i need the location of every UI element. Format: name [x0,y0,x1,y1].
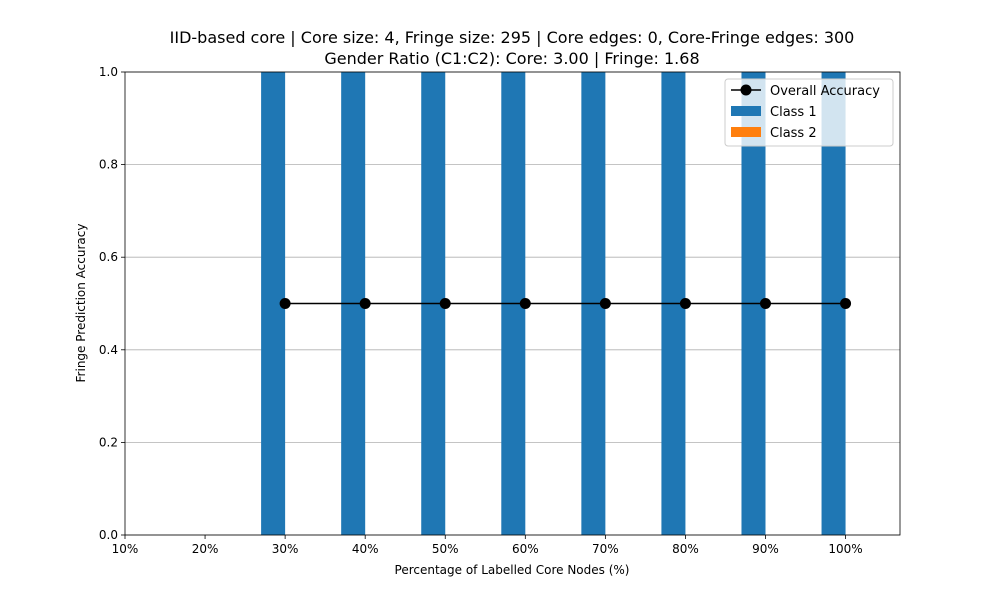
overall-accuracy-point [439,298,451,309]
y-tick-label: 0.8 [99,158,118,172]
y-tick-label: 0.4 [99,343,118,357]
y-tick-label: 0.0 [99,528,118,542]
overall-accuracy-point [599,298,611,309]
x-tick-label: 80% [672,542,699,556]
plot-frame [124,71,901,536]
legend-swatch-class-2 [731,127,761,137]
x-tick-label: 20% [192,542,219,556]
overall-accuracy-point [679,298,691,309]
legend-label-class-2: Class 2 [770,126,817,141]
x-tick-label: 50% [432,542,459,556]
x-tick-label: 90% [752,542,779,556]
y-tick-label: 1.0 [99,65,118,79]
axes-layer: 0.0 0.2 0.4 0.6 0.8 1.0 10% 20% 30% 40% 50% 60% 70% 8… [99,65,901,556]
x-tick-label: 10% [112,542,139,556]
legend-swatch-class-1 [731,106,761,116]
x-tick-label: 70% [592,542,619,556]
y-tick-label: 0.6 [99,250,118,264]
y-tick-label: 0.2 [99,435,118,449]
line-layer [279,298,852,309]
x-tick-label: 30% [272,542,299,556]
x-tick-label: 40% [352,542,379,556]
overall-accuracy-point [279,298,291,309]
legend-label-overall-accuracy: Overall Accuracy [770,84,880,99]
chart-title-line-2: Gender Ratio (C1:C2): Core: 3.00 | Fring… [324,49,699,68]
overall-accuracy-point [840,298,852,309]
y-axis-label: Fringe Prediction Accuracy [74,224,88,383]
legend-label-class-1: Class 1 [770,105,817,120]
legend: Overall Accuracy Class 1 Class 2 [724,78,894,147]
overall-accuracy-point [359,298,371,309]
legend-marker-swatch [740,84,752,96]
x-tick-label: 60% [512,542,539,556]
x-tick-label: 100% [828,542,862,556]
overall-accuracy-point [519,298,531,309]
x-axis-label: Percentage of Labelled Core Nodes (%) [395,563,630,577]
overall-accuracy-point [759,298,771,309]
chart-title-line-1: IID-based core | Core size: 4, Fringe si… [170,28,855,47]
legend-frame [724,78,894,147]
